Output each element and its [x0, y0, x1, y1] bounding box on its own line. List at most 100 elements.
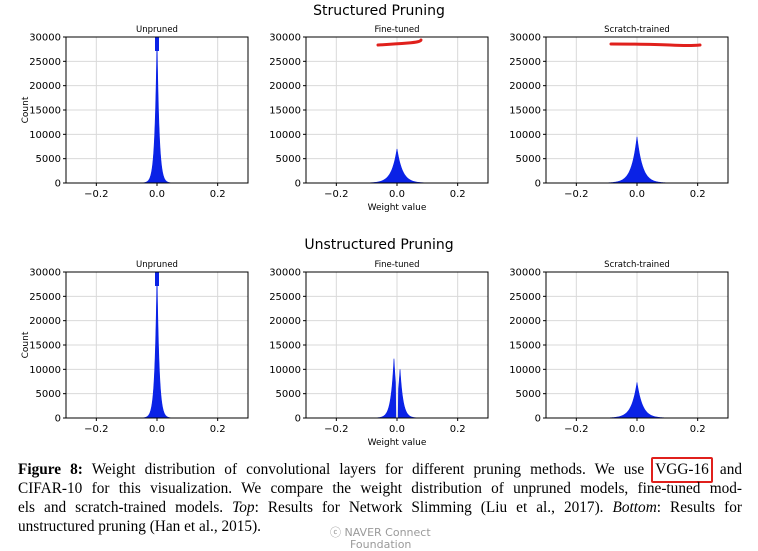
panel-title: Scratch-trained [604, 25, 670, 35]
y-tick-label: 10000 [269, 365, 301, 376]
y-tick-label: 25000 [29, 57, 61, 68]
y-tick-label: 25000 [269, 292, 301, 303]
x-axis-label: Weight value [368, 203, 427, 213]
panel-title: Unpruned [136, 25, 178, 35]
caption-line-2: CIFAR-10 for this visualization. We comp… [18, 480, 742, 497]
x-tick-label: 0.0 [629, 189, 645, 200]
annotation-underline [376, 38, 423, 47]
x-tick-label: 0.0 [629, 424, 645, 435]
y-tick-label: 15000 [509, 341, 541, 352]
y-tick-label: 5000 [516, 389, 541, 400]
structured-pruning-title: Structured Pruning [313, 3, 445, 19]
y-tick-label: 0 [55, 179, 61, 190]
y-tick-label: 0 [295, 414, 301, 425]
caption-line1-text: Weight distribution of convolutional lay… [91, 461, 645, 478]
panel-title: Unpruned [136, 260, 178, 270]
bottom-label: Bottom [612, 499, 657, 516]
y-axis-label: Count [21, 331, 31, 358]
histogram-panel: 0 5000 10000 15000 20000 25000 30000 −0.2 0.0 0.2… [509, 25, 729, 200]
distribution-spike [155, 37, 159, 51]
y-tick-label: 20000 [29, 81, 61, 92]
y-tick-label: 30000 [29, 33, 61, 44]
weight-distribution-figure: 0 5000 10000 15000 20000 25000 30000 −0.2 0.0 0.2… [21, 25, 729, 448]
y-tick-label: 0 [295, 179, 301, 190]
x-tick-label: 0.0 [389, 189, 405, 200]
histogram-panel: 0 5000 10000 15000 20000 25000 30000 −0.2 0.0 0.2… [269, 260, 489, 448]
x-tick-label: 0.0 [149, 424, 165, 435]
y-tick-label: 15000 [29, 106, 61, 117]
y-tick-label: 0 [55, 414, 61, 425]
y-tick-label: 10000 [29, 130, 61, 141]
x-tick-label: −0.2 [564, 424, 588, 435]
y-tick-label: 0 [535, 179, 541, 190]
panel-title: Scratch-trained [604, 260, 670, 270]
figure-label: Figure 8: [18, 461, 83, 478]
x-tick-label: −0.2 [84, 424, 108, 435]
y-tick-label: 30000 [509, 33, 541, 44]
y-tick-label: 25000 [509, 292, 541, 303]
y-tick-label: 20000 [509, 316, 541, 327]
x-axis-label: Weight value [368, 438, 427, 448]
panel-title: Fine-tuned [374, 25, 419, 35]
y-tick-label: 20000 [29, 316, 61, 327]
y-tick-label: 5000 [516, 154, 541, 165]
y-tick-label: 10000 [269, 130, 301, 141]
y-tick-label: 15000 [509, 106, 541, 117]
distribution-area [321, 148, 473, 184]
y-tick-label: 5000 [36, 389, 61, 400]
y-tick-label: 10000 [509, 365, 541, 376]
watermark: ⓒ NAVER Connect Foundation [330, 524, 431, 551]
x-tick-label: −0.2 [564, 189, 588, 200]
distribution-spike [155, 272, 159, 286]
annotation-underline [609, 42, 702, 47]
y-tick-label: 10000 [509, 130, 541, 141]
y-tick-label: 5000 [276, 154, 301, 165]
x-tick-label: 0.2 [210, 424, 226, 435]
y-tick-label: 5000 [276, 389, 301, 400]
y-tick-label: 30000 [509, 268, 541, 279]
y-tick-label: 25000 [269, 57, 301, 68]
y-tick-label: 15000 [29, 341, 61, 352]
caption-line3-mid: : Results for Network Slimming (Liu et a… [254, 499, 604, 516]
unstructured-pruning-title: Unstructured Pruning [304, 237, 454, 253]
y-tick-label: 0 [535, 414, 541, 425]
x-tick-label: −0.2 [84, 189, 108, 200]
caption-line1-end: and [719, 461, 742, 478]
x-tick-label: 0.0 [149, 189, 165, 200]
panel-title: Fine-tuned [374, 260, 419, 270]
x-tick-label: 0.2 [210, 189, 226, 200]
caption-line3-start: els and scratch-trained models. [18, 499, 224, 516]
watermark-line-2: Foundation [350, 538, 412, 551]
x-tick-label: 0.2 [690, 424, 706, 435]
x-tick-label: −0.2 [324, 189, 348, 200]
caption-line-1: Figure 8: Weight distribution of convolu… [18, 457, 742, 483]
histogram-panel: 0 5000 10000 15000 20000 25000 30000 −0.2 0.0 0.2… [21, 260, 249, 435]
y-tick-label: 25000 [29, 292, 61, 303]
x-tick-label: 0.2 [450, 189, 466, 200]
y-tick-label: 20000 [509, 81, 541, 92]
x-tick-label: 0.0 [389, 424, 405, 435]
y-tick-label: 20000 [269, 81, 301, 92]
figure-caption: Figure 8: Weight distribution of convolu… [18, 457, 742, 536]
caption-line3-end: : Results for [656, 499, 742, 516]
distribution-area [561, 382, 713, 419]
caption-line-4: unstructured pruning (Han et al., 2015). [18, 518, 261, 535]
y-tick-label: 5000 [36, 154, 61, 165]
x-tick-label: 0.2 [450, 424, 466, 435]
y-tick-label: 30000 [29, 268, 61, 279]
histogram-panel: 0 5000 10000 15000 20000 25000 30000 −0.2 0.0 0.2… [509, 260, 729, 435]
histogram-panel: 0 5000 10000 15000 20000 25000 30000 −0.2 0.0 0.2… [21, 25, 249, 200]
x-tick-label: −0.2 [324, 424, 348, 435]
y-tick-label: 15000 [269, 106, 301, 117]
histogram-panel: 0 5000 10000 15000 20000 25000 30000 −0.2 0.0 0.2… [269, 25, 489, 213]
top-label: Top [232, 499, 255, 516]
y-tick-label: 20000 [269, 316, 301, 327]
y-axis-label: Count [21, 96, 31, 123]
watermark-line-1: ⓒ NAVER Connect [330, 526, 431, 539]
y-tick-label: 30000 [269, 268, 301, 279]
y-tick-label: 25000 [509, 57, 541, 68]
y-tick-label: 10000 [29, 365, 61, 376]
caption-line-3: els and scratch-trained models. Top: Res… [18, 498, 742, 517]
distribution-area [561, 136, 713, 184]
x-tick-label: 0.2 [690, 189, 706, 200]
